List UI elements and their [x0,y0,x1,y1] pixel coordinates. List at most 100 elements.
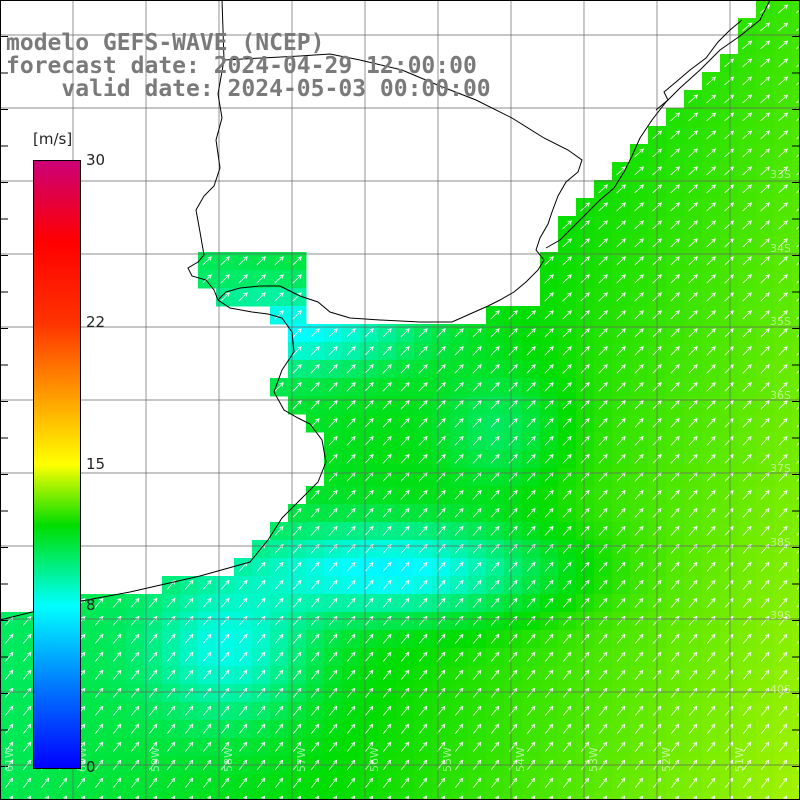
wind-arrow [616,597,626,608]
wind-arrow [688,148,699,158]
wind-arrow [598,453,608,464]
wind-arrow [454,400,464,410]
wind-arrow [400,561,410,572]
wind-arrow [796,585,800,590]
wind-arrow [220,741,230,752]
wind-arrow [274,292,284,302]
wind-arrow [598,328,608,338]
wind-arrow [706,669,716,680]
wind-arrow [184,651,194,662]
wind-arrow [724,651,734,662]
wind-arrow [256,741,266,752]
wind-arrow [80,795,86,800]
wind-arrow [562,220,573,230]
wind-arrow [436,741,446,752]
wind-speed-cell [738,792,757,800]
wind-arrow [706,166,717,176]
wind-arrow [724,328,734,338]
wind-arrow [688,274,698,284]
wind-arrow [400,435,410,446]
wind-arrow [580,382,590,392]
wind-speed-cell [792,558,800,577]
wind-speed-cell [450,792,469,800]
wind-arrow [598,292,608,302]
wind-arrow [778,256,788,266]
wind-speed-cell [288,792,307,800]
wind-arrow [742,40,753,50]
wind-speed-cell [90,792,109,800]
longitude-label: 54W [514,747,527,772]
wind-arrow [562,400,572,410]
wind-arrow [670,705,680,716]
wind-arrow [760,40,771,50]
wind-arrow [634,723,644,734]
wind-arrow [490,507,500,518]
wind-arrow [166,741,176,752]
wind-arrow [616,238,626,248]
wind-arrow [418,346,428,356]
wind-arrow [4,741,14,752]
wind-arrow [634,777,644,788]
wind-arrow [760,130,771,140]
wind-arrow [454,633,464,644]
wind-arrow [292,579,302,590]
wind-arrow [4,633,14,644]
wind-arrow [292,382,302,392]
wind-arrow [526,382,536,392]
wind-arrow [382,669,392,680]
wind-arrow [616,274,626,284]
wind-arrow [202,256,212,266]
wind-arrow [364,687,374,698]
wind-arrow [544,274,554,284]
wind-arrow [742,651,752,662]
wind-arrow [418,364,428,374]
wind-arrow [724,184,735,194]
wind-arrow [8,795,14,800]
wind-arrow [454,471,464,482]
wind-arrow [400,741,410,752]
wind-arrow [76,777,86,788]
wind-arrow [742,76,753,86]
wind-arrow [742,184,753,194]
wind-speed-cell [792,216,800,235]
wind-arrow [796,441,800,446]
wind-arrow [706,256,716,266]
colorbar-tick-label: 8 [86,596,96,615]
wind-arrow [688,633,698,644]
wind-arrow [382,525,392,536]
wind-arrow [436,705,446,716]
wind-arrow [688,130,699,140]
wind-arrow [490,705,500,716]
wind-arrow [292,328,302,338]
wind-arrow [706,777,716,788]
wind-speed-cell [792,576,800,595]
wind-arrow [166,777,176,788]
wind-speed-cell [756,792,775,800]
wind-arrow [382,633,392,644]
wind-arrow [580,633,590,644]
wind-arrow [634,166,645,176]
wind-arrow [688,435,698,446]
wind-arrow [310,561,320,572]
wind-arrow [418,651,428,662]
wind-arrow [382,561,392,572]
wind-speed-cell [234,792,253,800]
wind-arrow [544,687,554,698]
wind-arrow [598,382,608,392]
wind-arrow [292,741,302,752]
wind-arrow [580,741,590,752]
wind-arrow [418,400,428,410]
wind-arrow [760,633,770,644]
wind-arrow [616,471,626,482]
wind-arrow [148,687,158,698]
wind-arrow [400,525,410,536]
wind-arrow [634,507,644,518]
wind-arrow [742,256,752,266]
wind-arrow [670,220,681,230]
wind-arrow [346,418,356,428]
wind-arrow [238,256,248,266]
wind-arrow [638,795,644,800]
wind-speed-cell [180,792,199,800]
wind-arrow [238,777,248,788]
wind-arrow [580,687,590,698]
